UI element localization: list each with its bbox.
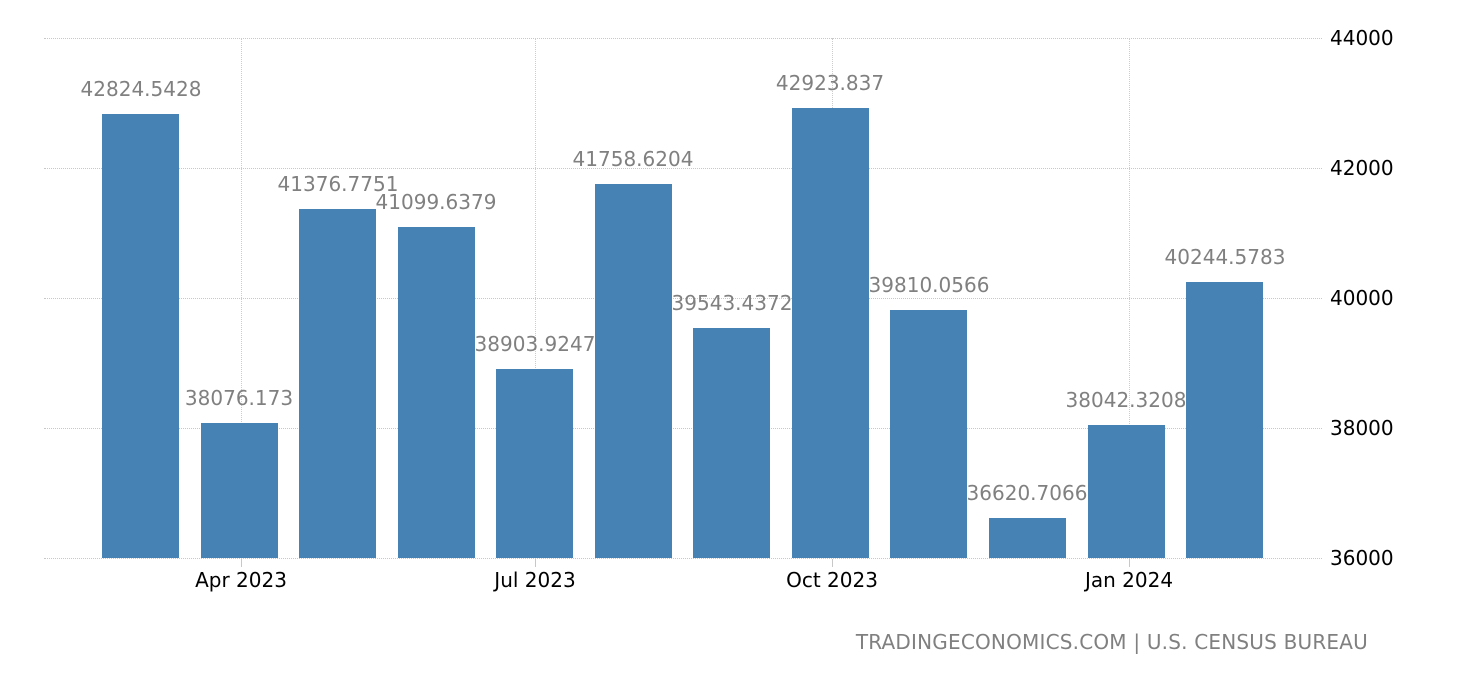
h-gridline <box>44 38 1322 39</box>
bar-jun-2023[interactable] <box>398 227 475 558</box>
y-tick-label: 38000 <box>1330 416 1394 440</box>
h-gridline <box>44 558 1322 559</box>
bar-feb-2024[interactable] <box>1186 282 1263 558</box>
y-tick-label: 44000 <box>1330 26 1394 50</box>
x-tick-label: Oct 2023 <box>786 568 878 592</box>
bar-dec-2023[interactable] <box>989 518 1066 558</box>
bar-value-label: 39543.4372 <box>671 291 793 315</box>
bar-value-label: 38042.3208 <box>1065 388 1187 412</box>
bar-value-label: 38076.173 <box>184 386 294 410</box>
bar-sep-2023[interactable] <box>693 328 770 558</box>
y-tick-label: 36000 <box>1330 546 1394 570</box>
v-gridline <box>1129 38 1130 558</box>
x-tick-label: Apr 2023 <box>195 568 287 592</box>
y-tick-label: 40000 <box>1330 286 1394 310</box>
bar-nov-2023[interactable] <box>890 310 967 558</box>
bar-value-label: 38903.9247 <box>474 332 596 356</box>
bar-value-label: 36620.7066 <box>966 481 1088 505</box>
x-tick-mark <box>535 559 536 567</box>
x-tick-mark <box>241 559 242 567</box>
bar-value-label: 39810.0566 <box>868 273 990 297</box>
bar-may-2023[interactable] <box>299 209 376 558</box>
bar-value-label: 41376.7751 <box>277 172 399 196</box>
bar-value-label: 41758.6204 <box>572 147 694 171</box>
x-tick-mark <box>1129 559 1130 567</box>
bar-apr-2023[interactable] <box>201 423 278 558</box>
v-gridline <box>535 38 536 558</box>
bar-jul-2023[interactable] <box>496 369 573 558</box>
h-gridline <box>44 168 1322 169</box>
bar-jan-2024[interactable] <box>1088 425 1165 558</box>
bar-aug-2023[interactable] <box>595 184 672 558</box>
bar-value-label: 42923.837 <box>775 71 885 95</box>
source-credit: TRADINGECONOMICS.COM | U.S. CENSUS BUREA… <box>855 630 1368 654</box>
v-gridline <box>241 38 242 558</box>
x-tick-mark <box>832 559 833 567</box>
bar-mar-2023[interactable] <box>102 114 179 558</box>
bar-value-label: 42824.5428 <box>80 77 202 101</box>
h-gridline <box>44 298 1322 299</box>
bar-oct-2023[interactable] <box>792 108 869 558</box>
x-tick-label: Jul 2023 <box>494 568 576 592</box>
h-gridline <box>44 428 1322 429</box>
x-tick-label: Jan 2024 <box>1084 568 1174 592</box>
bar-value-label: 41099.6379 <box>375 190 497 214</box>
bar-value-label: 40244.5783 <box>1164 245 1286 269</box>
y-tick-label: 42000 <box>1330 156 1394 180</box>
